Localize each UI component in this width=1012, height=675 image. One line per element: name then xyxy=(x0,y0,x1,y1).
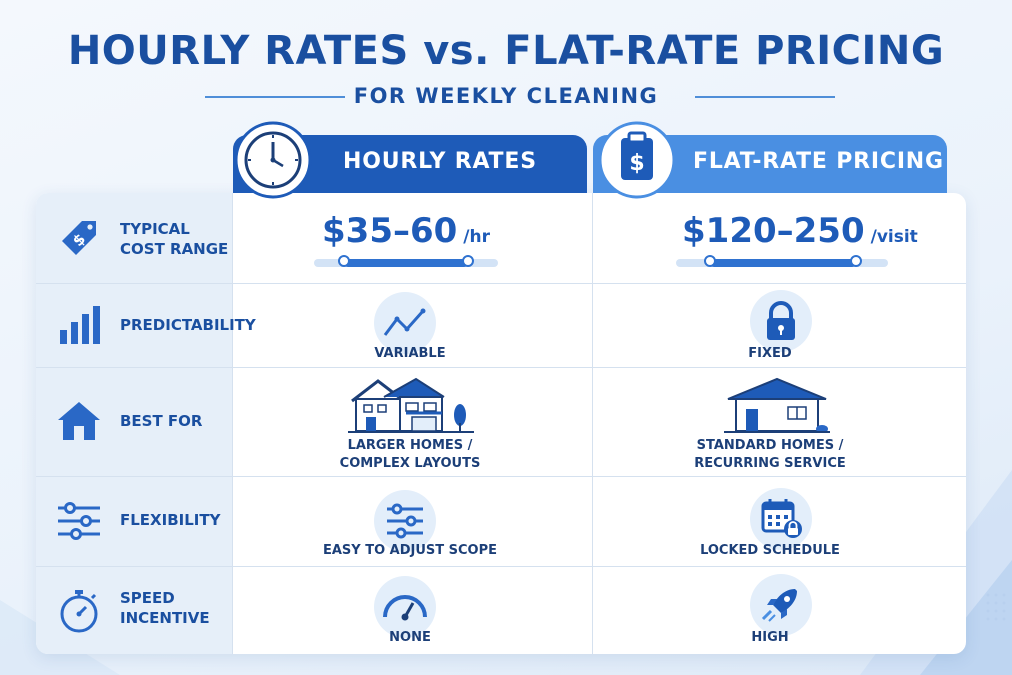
hourly-range-fill xyxy=(344,259,468,267)
hourly-range-min-knob xyxy=(338,255,350,267)
row-label-speed: SPEED INCENTIVE xyxy=(120,588,210,628)
flat-column-title: FLAT-RATE PRICING xyxy=(693,149,944,174)
hourly-price-value: $35–60 xyxy=(322,211,458,251)
row-divider-1 xyxy=(36,283,966,284)
row-label-best-for: BEST FOR xyxy=(120,412,203,430)
rocket-icon xyxy=(750,574,812,636)
flat-price-unit: /visit xyxy=(870,227,918,247)
sliders-icon xyxy=(58,502,100,540)
clipboard-dollar-icon: $ xyxy=(598,121,676,199)
house-icon xyxy=(58,402,100,440)
row-label-predictability: PREDICTABILITY xyxy=(120,316,256,334)
small-house-icon xyxy=(724,377,830,433)
flat-best-for-line1: STANDARD HOMES / xyxy=(696,438,844,453)
clock-icon xyxy=(234,121,312,199)
row-divider-2 xyxy=(36,367,966,368)
column-divider-2 xyxy=(592,193,593,654)
gauge-icon xyxy=(374,576,436,638)
hourly-column-header: HOURLY RATES xyxy=(233,121,587,199)
flat-price-value: $120–250 xyxy=(682,211,865,251)
hourly-range-slider xyxy=(314,255,498,267)
row-label-cost: TYPICAL COST RANGE xyxy=(120,219,228,259)
stopwatch-icon xyxy=(60,590,98,633)
row-label-flexibility: FLEXIBILITY xyxy=(120,511,221,529)
flat-range-min-knob xyxy=(704,255,716,267)
flat-best-for-line2: RECURRING SERVICE xyxy=(694,456,846,471)
page-title: HOURLY RATES vs. FLAT-RATE PRICING xyxy=(67,28,945,74)
svg-text:$: $ xyxy=(629,151,644,176)
flat-best-for: STANDARD HOMES / RECURRING SERVICE xyxy=(593,437,947,473)
hourly-best-for-line2: COMPLEX LAYOUTS xyxy=(339,456,481,471)
hourly-flexibility: EASY TO ADJUST SCOPE xyxy=(322,543,498,558)
flat-range-max-knob xyxy=(850,255,862,267)
trend-line-icon xyxy=(374,292,436,354)
hourly-predictability: VARIABLE xyxy=(374,346,446,361)
hourly-best-for: LARGER HOMES / COMPLEX LAYOUTS xyxy=(233,437,587,473)
large-house-icon xyxy=(348,377,474,433)
flat-price: $120–250/visit xyxy=(682,211,918,251)
row-label-cost-line2: COST RANGE xyxy=(120,240,229,258)
flat-range-slider xyxy=(676,255,888,267)
flat-predictability: FIXED xyxy=(748,346,792,361)
calendar-lock-icon xyxy=(750,488,812,550)
hourly-price: $35–60/hr xyxy=(322,211,490,251)
adjust-sliders-icon xyxy=(374,490,436,552)
column-divider-1 xyxy=(232,193,233,654)
lock-icon xyxy=(750,290,812,352)
subtitle-divider-left xyxy=(205,96,345,98)
flat-speed: HIGH xyxy=(751,630,789,645)
comparison-table: $ TYPICAL COST RANGE $35–60/hr $120–250/… xyxy=(36,193,966,654)
bar-chart-icon xyxy=(60,306,100,344)
flat-column-header: $ FLAT-RATE PRICING xyxy=(593,121,947,199)
hourly-best-for-line1: LARGER HOMES / xyxy=(347,438,473,453)
price-tag-icon: $ xyxy=(62,221,96,255)
subtitle-block: FOR WEEKLY CLEANING xyxy=(0,84,1012,110)
flat-flexibility: LOCKED SCHEDULE xyxy=(700,543,840,558)
flat-range-fill xyxy=(710,259,856,267)
hourly-range-max-knob xyxy=(462,255,474,267)
subtitle-divider-right xyxy=(695,96,835,98)
row-label-speed-line2: INCENTIVE xyxy=(120,609,210,627)
hourly-column-title: HOURLY RATES xyxy=(343,149,537,174)
row-label-speed-line1: SPEED xyxy=(120,589,175,607)
hourly-speed: NONE xyxy=(389,630,431,645)
page-subtitle: FOR WEEKLY CLEANING xyxy=(353,84,659,108)
row-divider-4 xyxy=(36,566,966,567)
row-label-cost-line1: TYPICAL xyxy=(120,220,190,238)
hourly-price-unit: /hr xyxy=(463,227,490,247)
row-divider-3 xyxy=(36,476,966,477)
